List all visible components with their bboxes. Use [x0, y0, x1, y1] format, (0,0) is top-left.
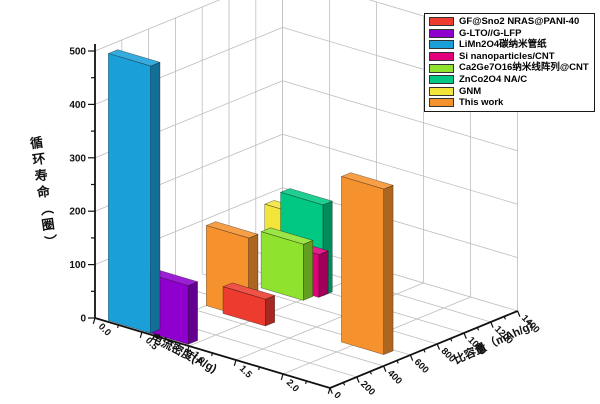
legend-item: LiMn2O4碳纳米管纸 [429, 39, 589, 51]
y-tick-label: 400 [69, 100, 86, 111]
y-tick-label: 100 [69, 260, 86, 271]
legend-label: Si nanoparticles/CNT [459, 50, 555, 62]
legend-swatch [429, 52, 454, 62]
y-axis-title-char: 命 [35, 183, 52, 200]
z-axis-title: 比容量（mAh/g） [451, 315, 542, 366]
y-tick-label: 0 [80, 314, 86, 325]
legend-label: This work [459, 97, 504, 109]
legend-item: Si nanoparticles/CNT [429, 51, 589, 63]
y-axis-title-char: ） [42, 234, 59, 249]
legend-label: GF@Sno2 NRAS@PANI-40 [459, 16, 580, 27]
bars [108, 49, 394, 355]
legend-swatch [429, 98, 454, 108]
z-tick-label: 0 [331, 390, 343, 402]
legend-swatch [429, 75, 454, 85]
z-tick-label: 600 [412, 357, 431, 376]
legend-swatch [429, 86, 454, 96]
legend-swatch [429, 28, 454, 38]
tick-marks [88, 50, 521, 394]
y-axis-title-char: （ [38, 201, 55, 216]
z-tick-label: 200 [358, 379, 377, 398]
legend-swatch [429, 40, 454, 50]
legend-swatch [429, 63, 454, 73]
y-axis-title-char: 环 [31, 151, 46, 168]
bar-GF@Sno2 NRAS@PANI-40 [222, 282, 276, 327]
y-axis-title-char: 圈 [41, 216, 56, 233]
legend-label: G-LTO//G-LFP [459, 27, 522, 39]
y-tick-label: 200 [69, 207, 86, 218]
x-tick-label: 0.0 [96, 321, 113, 338]
z-tick-label: 400 [385, 368, 404, 387]
y-tick-label: 500 [69, 47, 86, 58]
bar-LiMn2O4碳纳米管纸 [108, 49, 161, 334]
legend-swatch [429, 17, 454, 27]
legend-item: ZnCo2O4 NA/C [429, 74, 589, 86]
legend: GF@Sno2 NRAS@PANI-40 G-LTO//G-LFP LiMn2O4碳… [424, 13, 595, 112]
legend-label: Ca2Ge7O16纳米线阵列@CNT [459, 62, 589, 74]
legend-item: GNM [429, 86, 589, 98]
legend-item: Ca2Ge7O16纳米线阵列@CNT [429, 62, 589, 74]
y-axis-title-char: 寿 [34, 167, 49, 184]
y-axis-title-char: 循 [29, 135, 44, 152]
legend-label: LiMn2O4碳纳米管纸 [459, 39, 547, 51]
legend-label: GNM [459, 85, 482, 97]
legend-item: This work [429, 97, 589, 109]
x-tick-label: 2.0 [284, 377, 301, 394]
y-tick-label: 300 [69, 153, 86, 164]
legend-item: GF@Sno2 NRAS@PANI-40 [429, 16, 589, 28]
bar-Ca2Ge7O16纳米线阵列@CNT [260, 227, 314, 301]
legend-label: ZnCo2O4 NA/C [459, 73, 528, 85]
x-tick-label: 1.5 [237, 363, 255, 381]
bar-This work [341, 172, 394, 355]
legend-item: G-LTO//G-LFP [429, 28, 589, 40]
